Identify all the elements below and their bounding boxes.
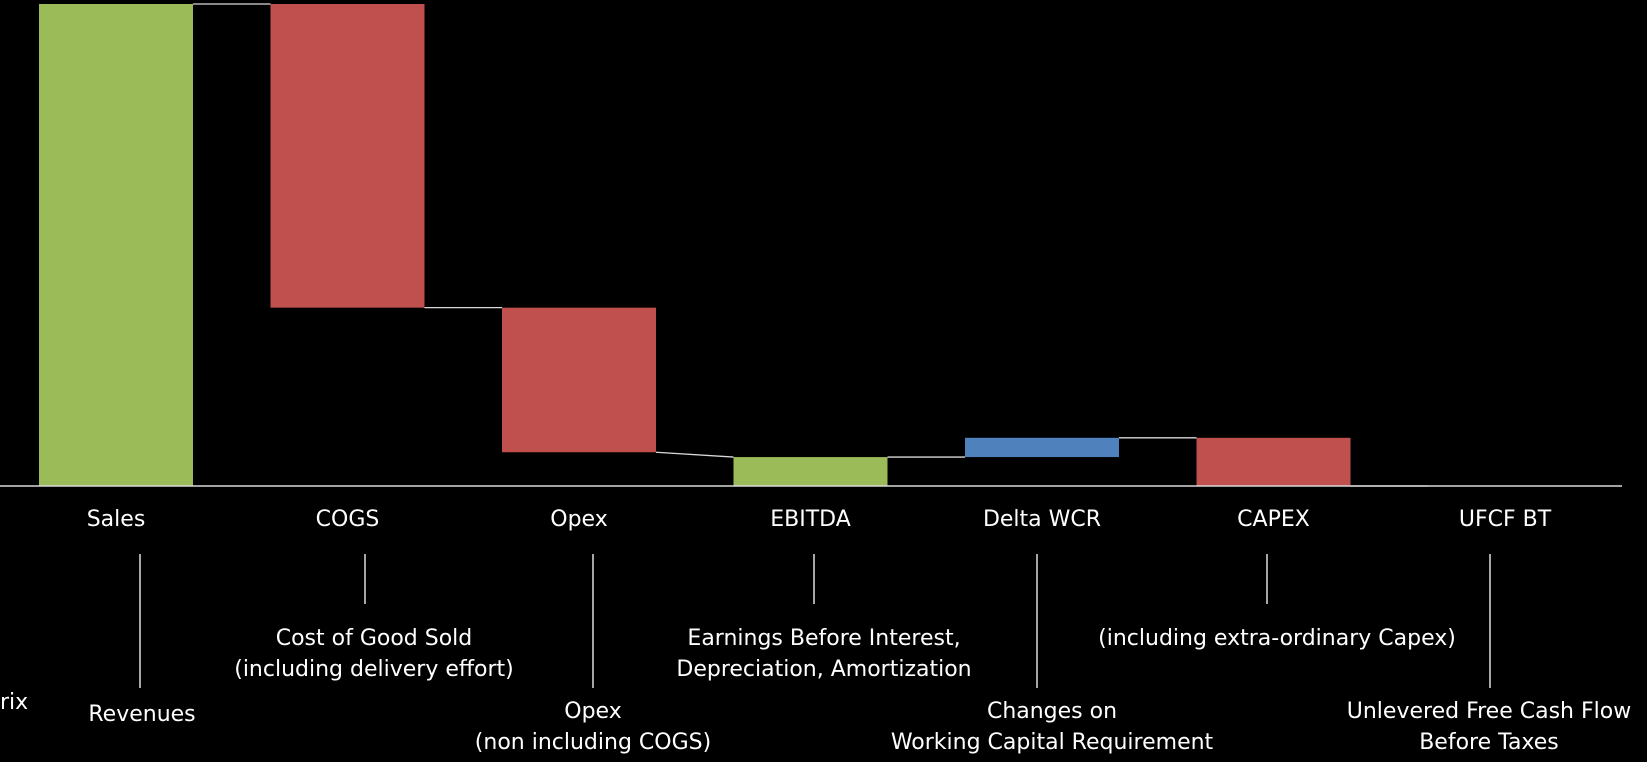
annotation: Before Taxes bbox=[1419, 730, 1559, 755]
annotation: Working Capital Requirement bbox=[891, 730, 1214, 755]
bar bbox=[270, 4, 425, 308]
annotation: Cost of Good Sold bbox=[276, 626, 473, 651]
x-tick-label: COGS bbox=[316, 507, 380, 532]
annotation: (non including COGS) bbox=[475, 730, 711, 755]
x-tick-label: CAPEX bbox=[1237, 507, 1310, 532]
annotation: Earnings Before Interest, bbox=[687, 626, 960, 651]
bar bbox=[733, 457, 888, 486]
annotation: (including delivery effort) bbox=[234, 657, 514, 682]
annotation: (including extra-ordinary Capex) bbox=[1098, 626, 1456, 651]
annotation: Revenues bbox=[88, 702, 195, 727]
bar bbox=[1196, 437, 1351, 486]
side-note: rix bbox=[0, 690, 28, 715]
x-tick-label: EBITDA bbox=[770, 507, 851, 532]
connector bbox=[655, 451, 734, 458]
x-tick-label: UFCF BT bbox=[1459, 507, 1552, 532]
annotation: Changes on bbox=[987, 699, 1117, 724]
x-tick-label: Delta WCR bbox=[983, 507, 1101, 532]
x-tick-label: Sales bbox=[87, 507, 146, 532]
bar bbox=[39, 4, 193, 486]
bar bbox=[502, 307, 656, 453]
bar bbox=[965, 437, 1119, 458]
x-tick-label: Opex bbox=[550, 507, 607, 532]
annotation: Opex bbox=[564, 699, 621, 724]
annotation: Depreciation, Amortization bbox=[676, 657, 971, 682]
annotation: Unlevered Free Cash Flow bbox=[1347, 699, 1631, 724]
